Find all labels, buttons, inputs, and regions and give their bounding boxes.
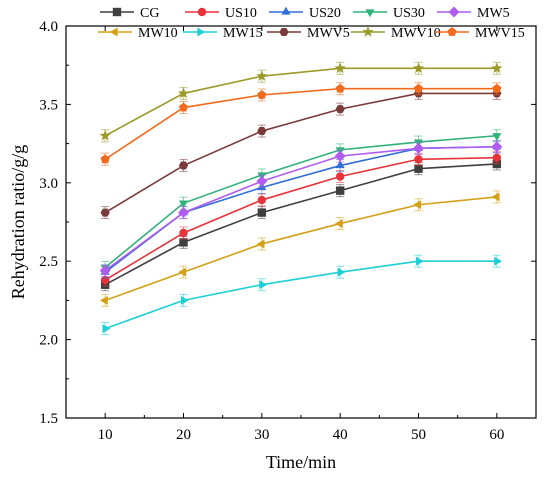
data-point-cg [257, 208, 267, 217]
legend-marker-us10 [197, 7, 207, 17]
data-point-mwv5 [100, 208, 110, 217]
data-point-mw15 [494, 256, 503, 266]
data-point-mw5 [491, 141, 503, 153]
data-point-us30 [178, 200, 189, 209]
data-point-mwv15 [413, 83, 424, 93]
data-point-mwv10 [256, 70, 268, 81]
series-line-mwv15 [104, 87, 497, 160]
data-point-mwv10 [99, 129, 111, 141]
data-point-mw5 [413, 142, 424, 154]
data-point-mwv15 [178, 102, 189, 112]
data-point-cg [179, 238, 188, 247]
legend-marker-mwv5 [279, 28, 289, 36]
data-point-mwv5 [335, 105, 345, 114]
legend-label-mwv5: MWV5 [307, 26, 350, 41]
legend-marker-mw5 [448, 6, 460, 18]
data-point-us30 [492, 133, 502, 142]
legend-label-cg: CG [140, 6, 159, 21]
data-point-mwv15 [335, 83, 345, 93]
legend-label-mw15: MW15 [223, 26, 263, 41]
y-tick-label: 2.5 [39, 254, 58, 270]
data-point-mw15 [259, 280, 268, 290]
legend-marker-mwv15 [447, 27, 457, 36]
series-line-mwv10 [104, 67, 497, 137]
y-axis-title: Rehydration ratio/g/g [8, 145, 28, 299]
data-point-mwv10 [177, 87, 190, 99]
data-point-mwv15 [100, 154, 110, 164]
series-line-mw10 [104, 196, 497, 302]
data-point-mw15 [180, 295, 189, 305]
data-point-mwv5 [178, 161, 189, 170]
data-point-cg [414, 164, 423, 173]
data-point-mw5 [99, 265, 111, 277]
data-point-us10 [414, 155, 423, 164]
x-tick-label: 60 [489, 427, 504, 443]
data-point-mw5 [334, 150, 346, 162]
legend-label-us30: US30 [393, 6, 425, 21]
data-point-mw10 [256, 239, 265, 249]
data-point-mwv5 [257, 127, 267, 136]
data-point-us10 [179, 228, 188, 238]
series-line-us30 [104, 134, 497, 269]
series-line-mw15 [104, 260, 497, 330]
legend-marker-us30 [365, 9, 375, 18]
y-tick-label: 3.0 [39, 176, 58, 192]
series-line-mw5 [104, 145, 497, 272]
data-point-mw10 [491, 192, 500, 202]
y-tick-label: 3.5 [39, 97, 58, 113]
x-axis-title: Time/min [266, 452, 336, 472]
legend-marker-us20 [281, 6, 291, 15]
data-point-us20 [335, 160, 345, 169]
legend-marker-cg [112, 7, 122, 17]
data-point-cg [335, 186, 345, 195]
legend-label-us20: US20 [309, 6, 341, 21]
legend-label-us10: US10 [225, 6, 257, 21]
plot-frame [65, 25, 537, 419]
x-tick-label: 50 [411, 427, 426, 443]
data-point-mw15 [102, 324, 111, 334]
data-point-mw15 [337, 267, 346, 277]
series-line-cg [104, 163, 497, 286]
data-point-mwv10 [412, 62, 425, 74]
data-point-mwv15 [492, 83, 502, 93]
legend-marker-mw10 [109, 27, 118, 37]
data-point-mw5 [256, 175, 268, 187]
data-point-mwv15 [257, 90, 267, 99]
data-point-us10 [335, 172, 345, 181]
series-line-us10 [104, 156, 497, 281]
data-point-us10 [492, 153, 502, 162]
data-point-mw10 [178, 267, 187, 277]
x-tick-label: 20 [176, 427, 191, 443]
data-point-mw10 [413, 200, 422, 210]
data-point-mw10 [99, 295, 108, 305]
legend-label-mw5: MW5 [477, 6, 510, 21]
legend-marker-mw15 [197, 27, 206, 37]
data-point-mw5 [178, 207, 189, 219]
x-tick-label: 10 [98, 427, 113, 443]
y-tick-label: 4.0 [39, 19, 58, 35]
legend-label-mwv15: MWV15 [475, 26, 525, 41]
data-point-mw15 [415, 256, 424, 266]
x-tick-label: 30 [254, 427, 269, 443]
legend-marker-mwv10 [362, 26, 374, 37]
x-tick-label: 40 [333, 427, 348, 443]
series-line-mwv5 [104, 92, 497, 214]
y-tick-label: 2.0 [39, 333, 58, 349]
legend-label-mw10: MW10 [138, 26, 178, 41]
legend-label-mwv10: MWV10 [391, 26, 441, 41]
data-point-us10 [257, 195, 267, 205]
data-point-mwv10 [334, 62, 346, 74]
data-point-mwv10 [491, 62, 503, 74]
y-tick-label: 1.5 [39, 411, 58, 427]
data-point-mw10 [334, 219, 343, 229]
